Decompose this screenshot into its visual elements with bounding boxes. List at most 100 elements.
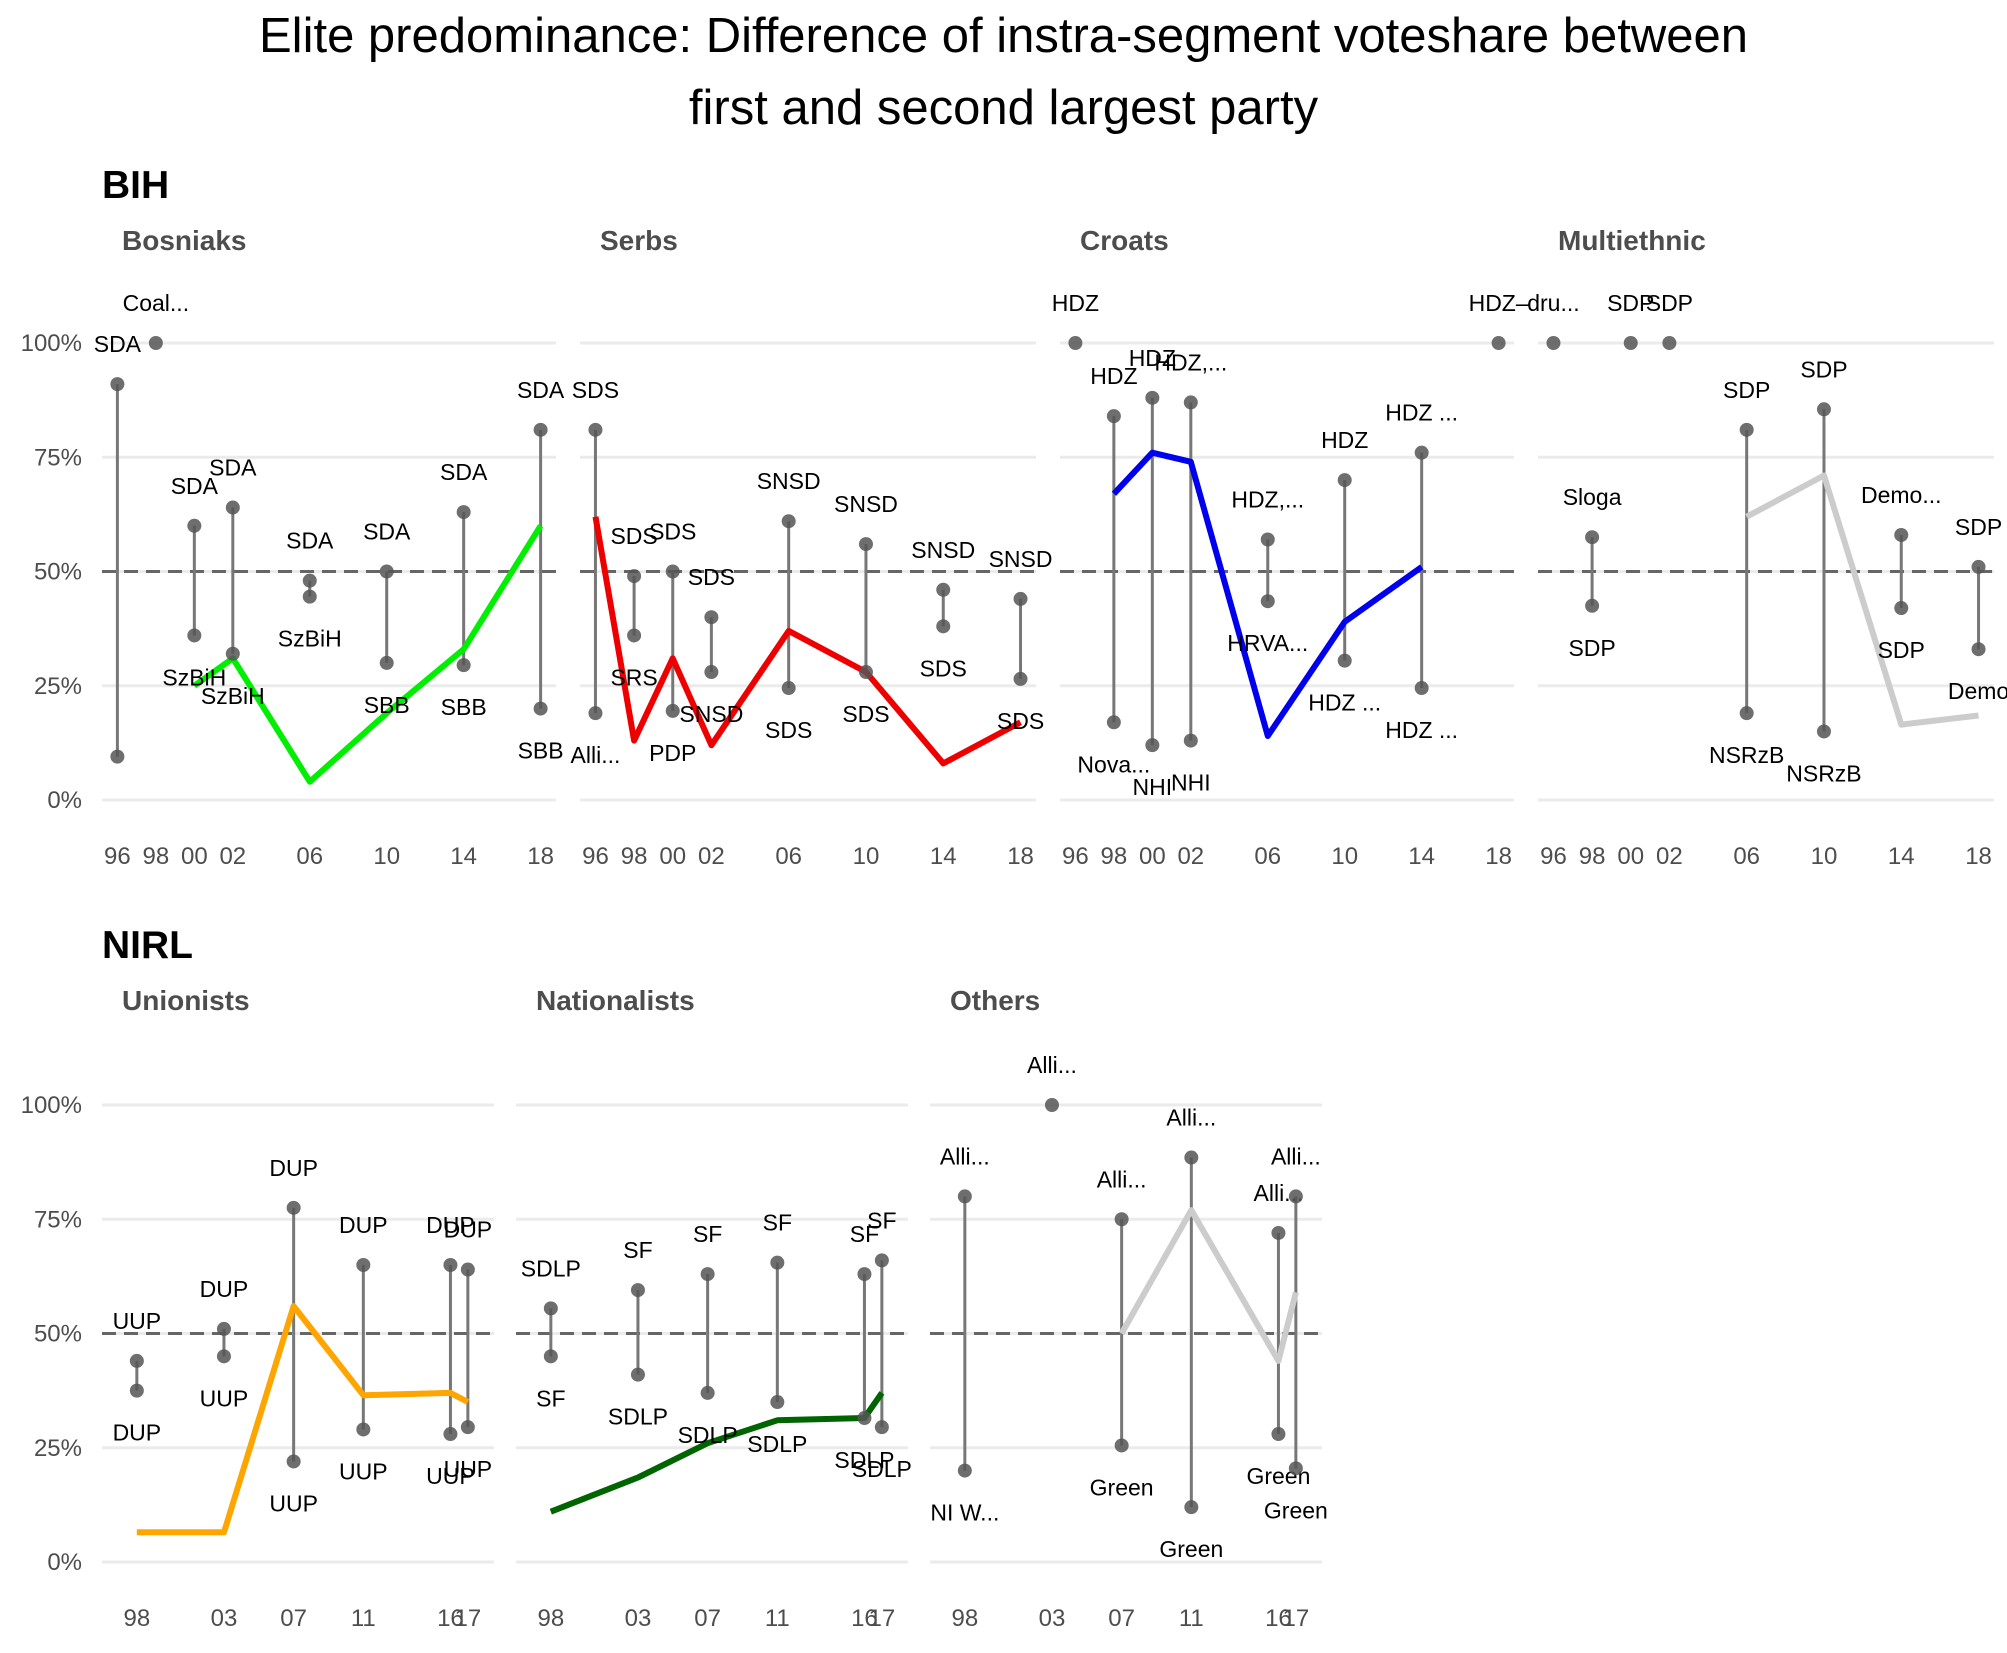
party-label-low-bosniaks-2014: SBB (441, 694, 487, 720)
x-tick-label-multiethnic-18: 18 (1965, 843, 1992, 870)
party-label-high-multiethnic-1996: dru... (1527, 290, 1579, 316)
point-low-multiethnic-1998 (1585, 598, 1600, 613)
point-low-nationalists-2011 (770, 1395, 785, 1410)
point-low-nationalists-2017 (874, 1420, 889, 1435)
party-label-high-nationalists-2007: SF (693, 1221, 722, 1247)
x-tick-label-croats-02: 02 (1177, 843, 1204, 870)
point-high-croats-2010 (1337, 473, 1352, 488)
point-low-unionists-2011 (356, 1422, 371, 1437)
party-label-high-serbs-2002: SDS (688, 564, 735, 590)
x-tick-label-serbs-06: 06 (775, 843, 802, 870)
point-high-others-2017 (1288, 1189, 1303, 1204)
party-label-low-others-2007: Green (1090, 1474, 1154, 1500)
x-tick-label-croats-10: 10 (1331, 843, 1358, 870)
point-high-bosniaks-2018 (533, 422, 548, 437)
x-tick-label-serbs-98: 98 (621, 843, 648, 870)
x-tick-label-multiethnic-10: 10 (1811, 843, 1838, 870)
point-low-bosniaks-2002 (225, 646, 240, 661)
y-tick-label-bosniaks-0: 0% (47, 787, 82, 814)
party-label-high-serbs-2010: SNSD (834, 491, 898, 517)
point-high-nationalists-1998 (543, 1301, 558, 1316)
x-tick-label-croats-06: 06 (1254, 843, 1281, 870)
series-line-bosniaks (192, 524, 544, 785)
point-high-serbs-2010 (858, 537, 873, 552)
point-low-others-2016 (1271, 1427, 1286, 1442)
party-label-low-serbs-1998: SRS (610, 664, 657, 690)
x-tick-label-others-11: 11 (1179, 1605, 1204, 1632)
y-tick-label-bosniaks-100: 100% (21, 330, 82, 357)
point-high-croats-2014 (1414, 445, 1429, 460)
party-label-low-bosniaks-2000: SzBiH (162, 664, 226, 690)
point-high-serbs-2006 (781, 514, 796, 529)
party-label-low-nationalists-2017: SDLP (852, 1456, 912, 1482)
x-tick-label-croats-00: 00 (1139, 843, 1166, 870)
point-low-nationalists-2016 (857, 1411, 872, 1426)
point-high-bosniaks-1996 (110, 377, 125, 392)
y-tick-label-bosniaks-75: 75% (34, 444, 82, 471)
x-tick-label-serbs-14: 14 (930, 843, 957, 870)
party-label-low-serbs-2002: SNSD (679, 701, 743, 727)
x-tick-label-others-07: 07 (1108, 1605, 1135, 1632)
x-tick-label-multiethnic-00: 00 (1617, 843, 1644, 870)
party-label-high-nationalists-2017: SF (867, 1207, 896, 1233)
x-tick-label-croats-18: 18 (1485, 843, 1512, 870)
point-low-bosniaks-2010 (379, 655, 394, 670)
x-tick-label-serbs-02: 02 (698, 843, 725, 870)
y-tick-label-unionists-75: 75% (34, 1206, 82, 1233)
series-line-croats (1111, 449, 1424, 739)
point-high-multiethnic-1996 (1546, 336, 1561, 350)
x-tick-label-nationalists-03: 03 (625, 1605, 652, 1632)
point-high-unionists-2016 (443, 1257, 458, 1272)
party-label-high-unionists-2007: DUP (269, 1155, 318, 1181)
party-label-low-multiethnic-2014: SDP (1878, 637, 1925, 663)
party-label-low-multiethnic-2010: NSRzB (1786, 760, 1861, 786)
y-tick-label-unionists-50: 50% (34, 1321, 82, 1348)
point-low-unionists-1998 (129, 1383, 144, 1398)
point-high-unionists-2017 (460, 1262, 475, 1277)
point-high-others-2011 (1184, 1150, 1199, 1165)
party-label-low-croats-2006: HRVA... (1227, 630, 1308, 656)
party-label-low-others-2017: Green (1264, 1497, 1328, 1523)
party-label-low-serbs-1996: Alli... (571, 742, 621, 768)
point-low-bosniaks-1996 (110, 749, 125, 764)
party-label-high-multiethnic-2014: Demo... (1861, 482, 1942, 508)
party-label-high-bosniaks-1996: SDA (94, 331, 142, 357)
point-high-nationalists-2003 (630, 1283, 645, 1298)
series-line-nationalists (549, 1391, 885, 1515)
facet-title-unionists: Unionists (122, 985, 250, 1016)
party-label-low-multiethnic-2006: NSRzB (1709, 742, 1784, 768)
point-low-serbs-1998 (627, 628, 642, 643)
x-tick-label-others-98: 98 (951, 1605, 978, 1632)
party-label-high-serbs-1996: SDS (572, 377, 619, 403)
party-label-high-unionists-2016: DUP (426, 1212, 475, 1238)
point-low-others-2017 (1288, 1461, 1303, 1476)
point-high-bosniaks-2014 (456, 505, 471, 520)
y-tick-label-unionists-25: 25% (34, 1435, 82, 1462)
y-tick-label-bosniaks-50: 50% (34, 559, 82, 586)
point-high-multiethnic-2010 (1816, 402, 1831, 417)
point-low-multiethnic-2014 (1894, 601, 1909, 616)
point-high-bosniaks-2006 (302, 573, 317, 588)
y-tick-label-unionists-100: 100% (21, 1092, 82, 1119)
point-low-croats-2006 (1260, 594, 1275, 609)
point-high-serbs-2002 (704, 610, 719, 625)
party-label-low-croats-2002: NHI (1171, 770, 1211, 796)
point-low-serbs-2006 (781, 681, 796, 696)
point-low-croats-2000 (1145, 738, 1160, 753)
point-low-multiethnic-2010 (1816, 724, 1831, 739)
party-label-low-multiethnic-2018: Demo (1948, 678, 2007, 704)
point-high-bosniaks-2002 (225, 500, 240, 515)
x-tick-label-multiethnic-02: 02 (1656, 843, 1683, 870)
chart-title-line-2: first and second largest party (688, 81, 1319, 135)
party-label-high-croats-2014: HDZ ... (1385, 400, 1458, 426)
point-high-serbs-2000 (665, 564, 680, 579)
point-high-multiethnic-2002 (1662, 336, 1677, 350)
party-label-low-unionists-2016: UUP (426, 1463, 475, 1489)
party-label-low-multiethnic-1998: SDP (1568, 635, 1615, 661)
x-tick-label-serbs-00: 00 (659, 843, 686, 870)
x-tick-label-croats-14: 14 (1408, 843, 1435, 870)
x-tick-label-serbs-10: 10 (853, 843, 880, 870)
x-tick-label-serbs-96: 96 (582, 843, 609, 870)
point-high-multiethnic-2018 (1971, 559, 1986, 574)
x-tick-label-bosniaks-14: 14 (450, 843, 477, 870)
